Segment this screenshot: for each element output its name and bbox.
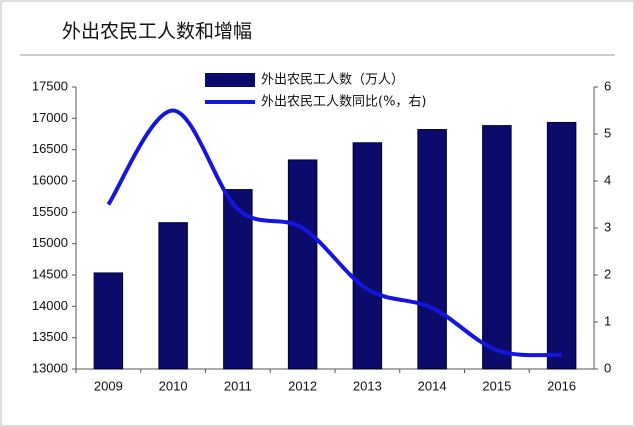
bar bbox=[287, 159, 318, 370]
x-tick-label: 2016 bbox=[547, 378, 576, 393]
y-tick-label: 14000 bbox=[32, 298, 68, 313]
legend-label: 外出农民工人数（万人） bbox=[261, 73, 404, 88]
legend-swatch bbox=[205, 73, 255, 87]
bar bbox=[93, 272, 124, 370]
y2-tick-label: 3 bbox=[604, 219, 611, 234]
y2-tick-label: 4 bbox=[604, 172, 611, 187]
y-tick-label: 15500 bbox=[32, 204, 68, 219]
bar bbox=[352, 142, 383, 370]
y2-tick-label: 2 bbox=[604, 266, 611, 281]
y-tick-label: 17500 bbox=[32, 78, 68, 93]
y2-tick-label: 6 bbox=[604, 78, 611, 93]
chart-title: 外出农民工人数和增幅 bbox=[62, 21, 252, 43]
y2-tick-label: 1 bbox=[604, 313, 611, 328]
bar bbox=[546, 121, 577, 370]
x-tick-label: 2010 bbox=[159, 378, 188, 393]
y-tick-label: 16500 bbox=[32, 141, 68, 156]
x-tick-label: 2013 bbox=[353, 378, 382, 393]
y-tick-label: 13000 bbox=[32, 360, 68, 375]
x-tick-label: 2011 bbox=[224, 378, 252, 393]
x-tick-label: 2015 bbox=[482, 378, 511, 393]
x-tick-label: 2009 bbox=[94, 378, 123, 393]
y-tick-label: 13500 bbox=[32, 329, 68, 344]
bar bbox=[158, 222, 188, 370]
y2-tick-label: 5 bbox=[604, 125, 611, 140]
y-tick-label: 17000 bbox=[32, 110, 68, 125]
y2-tick-label: 0 bbox=[604, 360, 611, 375]
x-tick-label: 2014 bbox=[418, 378, 447, 393]
bar bbox=[482, 125, 512, 370]
y-tick-label: 14500 bbox=[32, 266, 68, 281]
bar bbox=[417, 129, 447, 370]
line bbox=[106, 108, 562, 358]
y-tick-label: 15000 bbox=[32, 235, 68, 250]
bar bbox=[223, 189, 253, 370]
legend-label: 外出农民工人数同比(%，右) bbox=[261, 95, 427, 110]
y-tick-label: 16000 bbox=[32, 172, 68, 187]
x-tick-label: 2012 bbox=[288, 378, 317, 393]
